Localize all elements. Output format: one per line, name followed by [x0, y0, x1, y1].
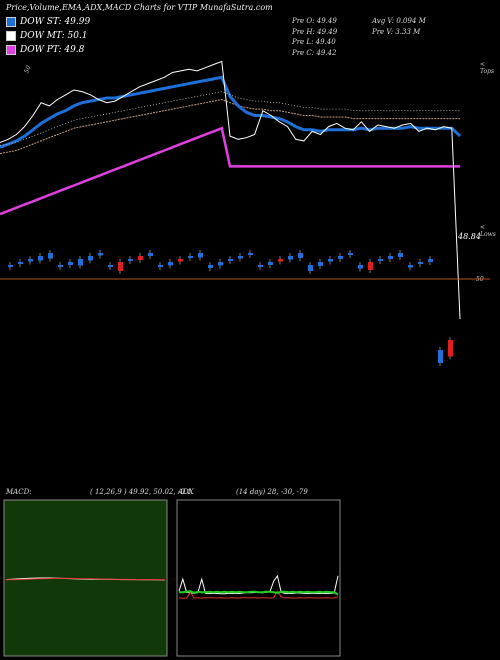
volume-bar	[278, 259, 283, 262]
adx-label: ADX	[178, 488, 194, 496]
volume-panel	[8, 250, 453, 366]
price-line	[0, 60, 461, 320]
volume-bar	[28, 259, 33, 262]
legend-dow-pt: DOW PT: 49.8	[6, 44, 84, 55]
pre-volume: Pre V: 3.33 M	[372, 27, 421, 36]
pre-open: Pre O: 49.49	[292, 17, 337, 25]
tops-label: < Tops	[480, 61, 495, 75]
volume-bar	[218, 262, 223, 266]
volume-bar	[58, 265, 63, 267]
volume-bar	[348, 253, 353, 255]
volume-bar	[108, 265, 113, 267]
legend-dow-st: DOW ST: 49.99	[6, 16, 90, 27]
dow-mt-swatch	[6, 30, 16, 41]
dow-mt-line	[0, 98, 460, 155]
dow-pt-swatch	[6, 44, 16, 55]
volume-bar	[118, 262, 123, 271]
volume-bar	[448, 340, 453, 357]
adx-panel	[178, 574, 339, 599]
volume-bar	[68, 262, 73, 265]
volume-bar	[328, 259, 333, 262]
volume-bar	[18, 262, 23, 264]
volume-bar	[128, 259, 133, 261]
volume-bar	[268, 262, 273, 265]
volume-bar	[408, 265, 413, 268]
volume-bar	[258, 265, 263, 267]
volume-bar	[168, 262, 173, 266]
dow-pt-line	[0, 126, 460, 216]
legend-dow-pt-label: DOW PT: 49.8	[20, 44, 85, 55]
volume-bar	[98, 253, 103, 256]
volume-bar	[78, 259, 83, 266]
last-value-label: 48.84	[458, 232, 481, 241]
di-minus-line	[178, 590, 339, 599]
legend-dow-mt: DOW MT: 50.1	[6, 30, 88, 41]
volume-bar	[198, 253, 203, 258]
volume-bar	[228, 259, 233, 261]
volume-bar	[208, 265, 213, 268]
volume-bar	[48, 253, 53, 259]
volume-bar	[88, 256, 93, 261]
macd-panel	[5, 577, 166, 581]
volume-bar	[38, 256, 43, 261]
volume-bar	[398, 253, 403, 257]
volume-bar	[288, 256, 293, 260]
chart-title: Price,Volume,EMA,ADX,MACD Charts for VTI…	[6, 3, 273, 12]
pre-close: Pre C: 49.42	[292, 48, 337, 57]
volume-bar	[188, 256, 193, 258]
legend-dow-st-label: DOW ST: 49.99	[20, 16, 91, 27]
volume-bar	[158, 265, 163, 267]
legend-dow-mt-label: DOW MT: 50.1	[20, 30, 88, 41]
volume-bar	[238, 256, 243, 259]
lows-label: < Lows	[480, 224, 496, 238]
dow-st-swatch	[6, 16, 16, 27]
volume-bar	[178, 259, 183, 262]
volume-bar	[338, 256, 343, 259]
macd-values: ( 12,26,9 ) 49.92, 50.02, -0.1	[90, 488, 192, 496]
volume-bar	[368, 262, 373, 270]
macd-label: MACD:	[6, 488, 32, 496]
volume-bar	[8, 265, 13, 267]
volume-bar	[318, 262, 323, 266]
volume-bar	[358, 265, 363, 269]
volume-bar	[138, 256, 143, 260]
volume-bar	[388, 256, 393, 259]
price-panel	[0, 60, 462, 320]
volume-bar	[248, 253, 253, 255]
volume-bar	[418, 262, 423, 264]
avg-volume: Avg V: 0.094 M	[372, 17, 426, 25]
volume-bar	[438, 350, 443, 363]
adx-panel-frame	[176, 499, 341, 657]
upper-band-line	[0, 91, 460, 147]
adx-values: (14 day) 28, -30, -79	[236, 488, 308, 496]
di-plus-line	[179, 590, 339, 596]
volume-bar	[378, 259, 383, 261]
pre-high: Pre H: 49.49	[292, 27, 338, 36]
volume-bar	[148, 253, 153, 256]
volume-bar	[428, 259, 433, 262]
volume-bar	[298, 253, 303, 258]
dow-st-line	[0, 75, 462, 149]
volume-bar	[308, 265, 313, 271]
volume-stats: Avg V: 0.094 M Pre V: 3.33 M	[372, 16, 426, 37]
pre-low: Pre L: 49.40	[292, 38, 336, 46]
prev-stats: Pre O: 49.49 Pre H: 49.49 Pre L: 49.40 P…	[292, 16, 337, 58]
macd-signal-line	[5, 577, 166, 581]
